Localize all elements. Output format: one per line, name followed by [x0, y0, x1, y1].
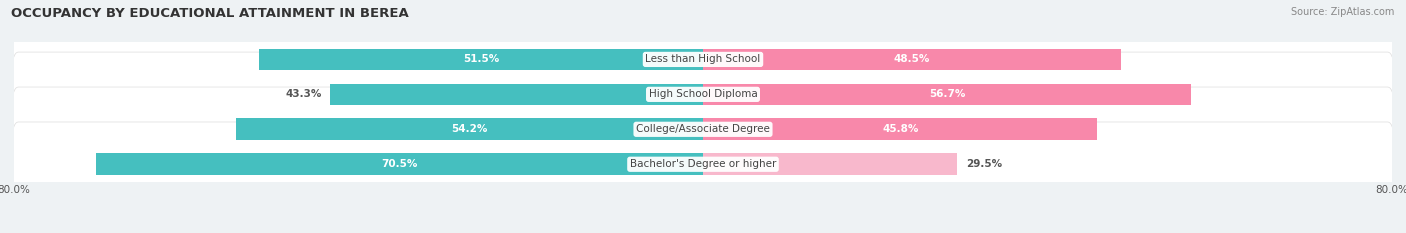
- Text: 48.5%: 48.5%: [894, 55, 929, 64]
- Text: 43.3%: 43.3%: [285, 89, 322, 99]
- FancyBboxPatch shape: [11, 17, 1395, 102]
- Text: OCCUPANCY BY EDUCATIONAL ATTAINMENT IN BEREA: OCCUPANCY BY EDUCATIONAL ATTAINMENT IN B…: [11, 7, 409, 20]
- Text: 29.5%: 29.5%: [966, 159, 1002, 169]
- Text: High School Diploma: High School Diploma: [648, 89, 758, 99]
- Bar: [96, 154, 703, 175]
- Bar: [703, 84, 1191, 105]
- Text: College/Associate Degree: College/Associate Degree: [636, 124, 770, 134]
- Text: 70.5%: 70.5%: [381, 159, 418, 169]
- Text: 54.2%: 54.2%: [451, 124, 488, 134]
- Bar: [260, 49, 703, 70]
- Text: Less than High School: Less than High School: [645, 55, 761, 64]
- Text: Bachelor's Degree or higher: Bachelor's Degree or higher: [630, 159, 776, 169]
- Bar: [703, 154, 957, 175]
- FancyBboxPatch shape: [11, 87, 1395, 171]
- Bar: [330, 84, 703, 105]
- Legend: Owner-occupied, Renter-occupied: Owner-occupied, Renter-occupied: [582, 230, 824, 233]
- Text: 45.8%: 45.8%: [882, 124, 918, 134]
- Bar: [703, 49, 1121, 70]
- Text: Source: ZipAtlas.com: Source: ZipAtlas.com: [1291, 7, 1395, 17]
- FancyBboxPatch shape: [11, 122, 1395, 207]
- Text: 51.5%: 51.5%: [463, 55, 499, 64]
- FancyBboxPatch shape: [11, 52, 1395, 137]
- Bar: [236, 118, 703, 140]
- Text: 56.7%: 56.7%: [929, 89, 966, 99]
- Bar: [703, 118, 1098, 140]
